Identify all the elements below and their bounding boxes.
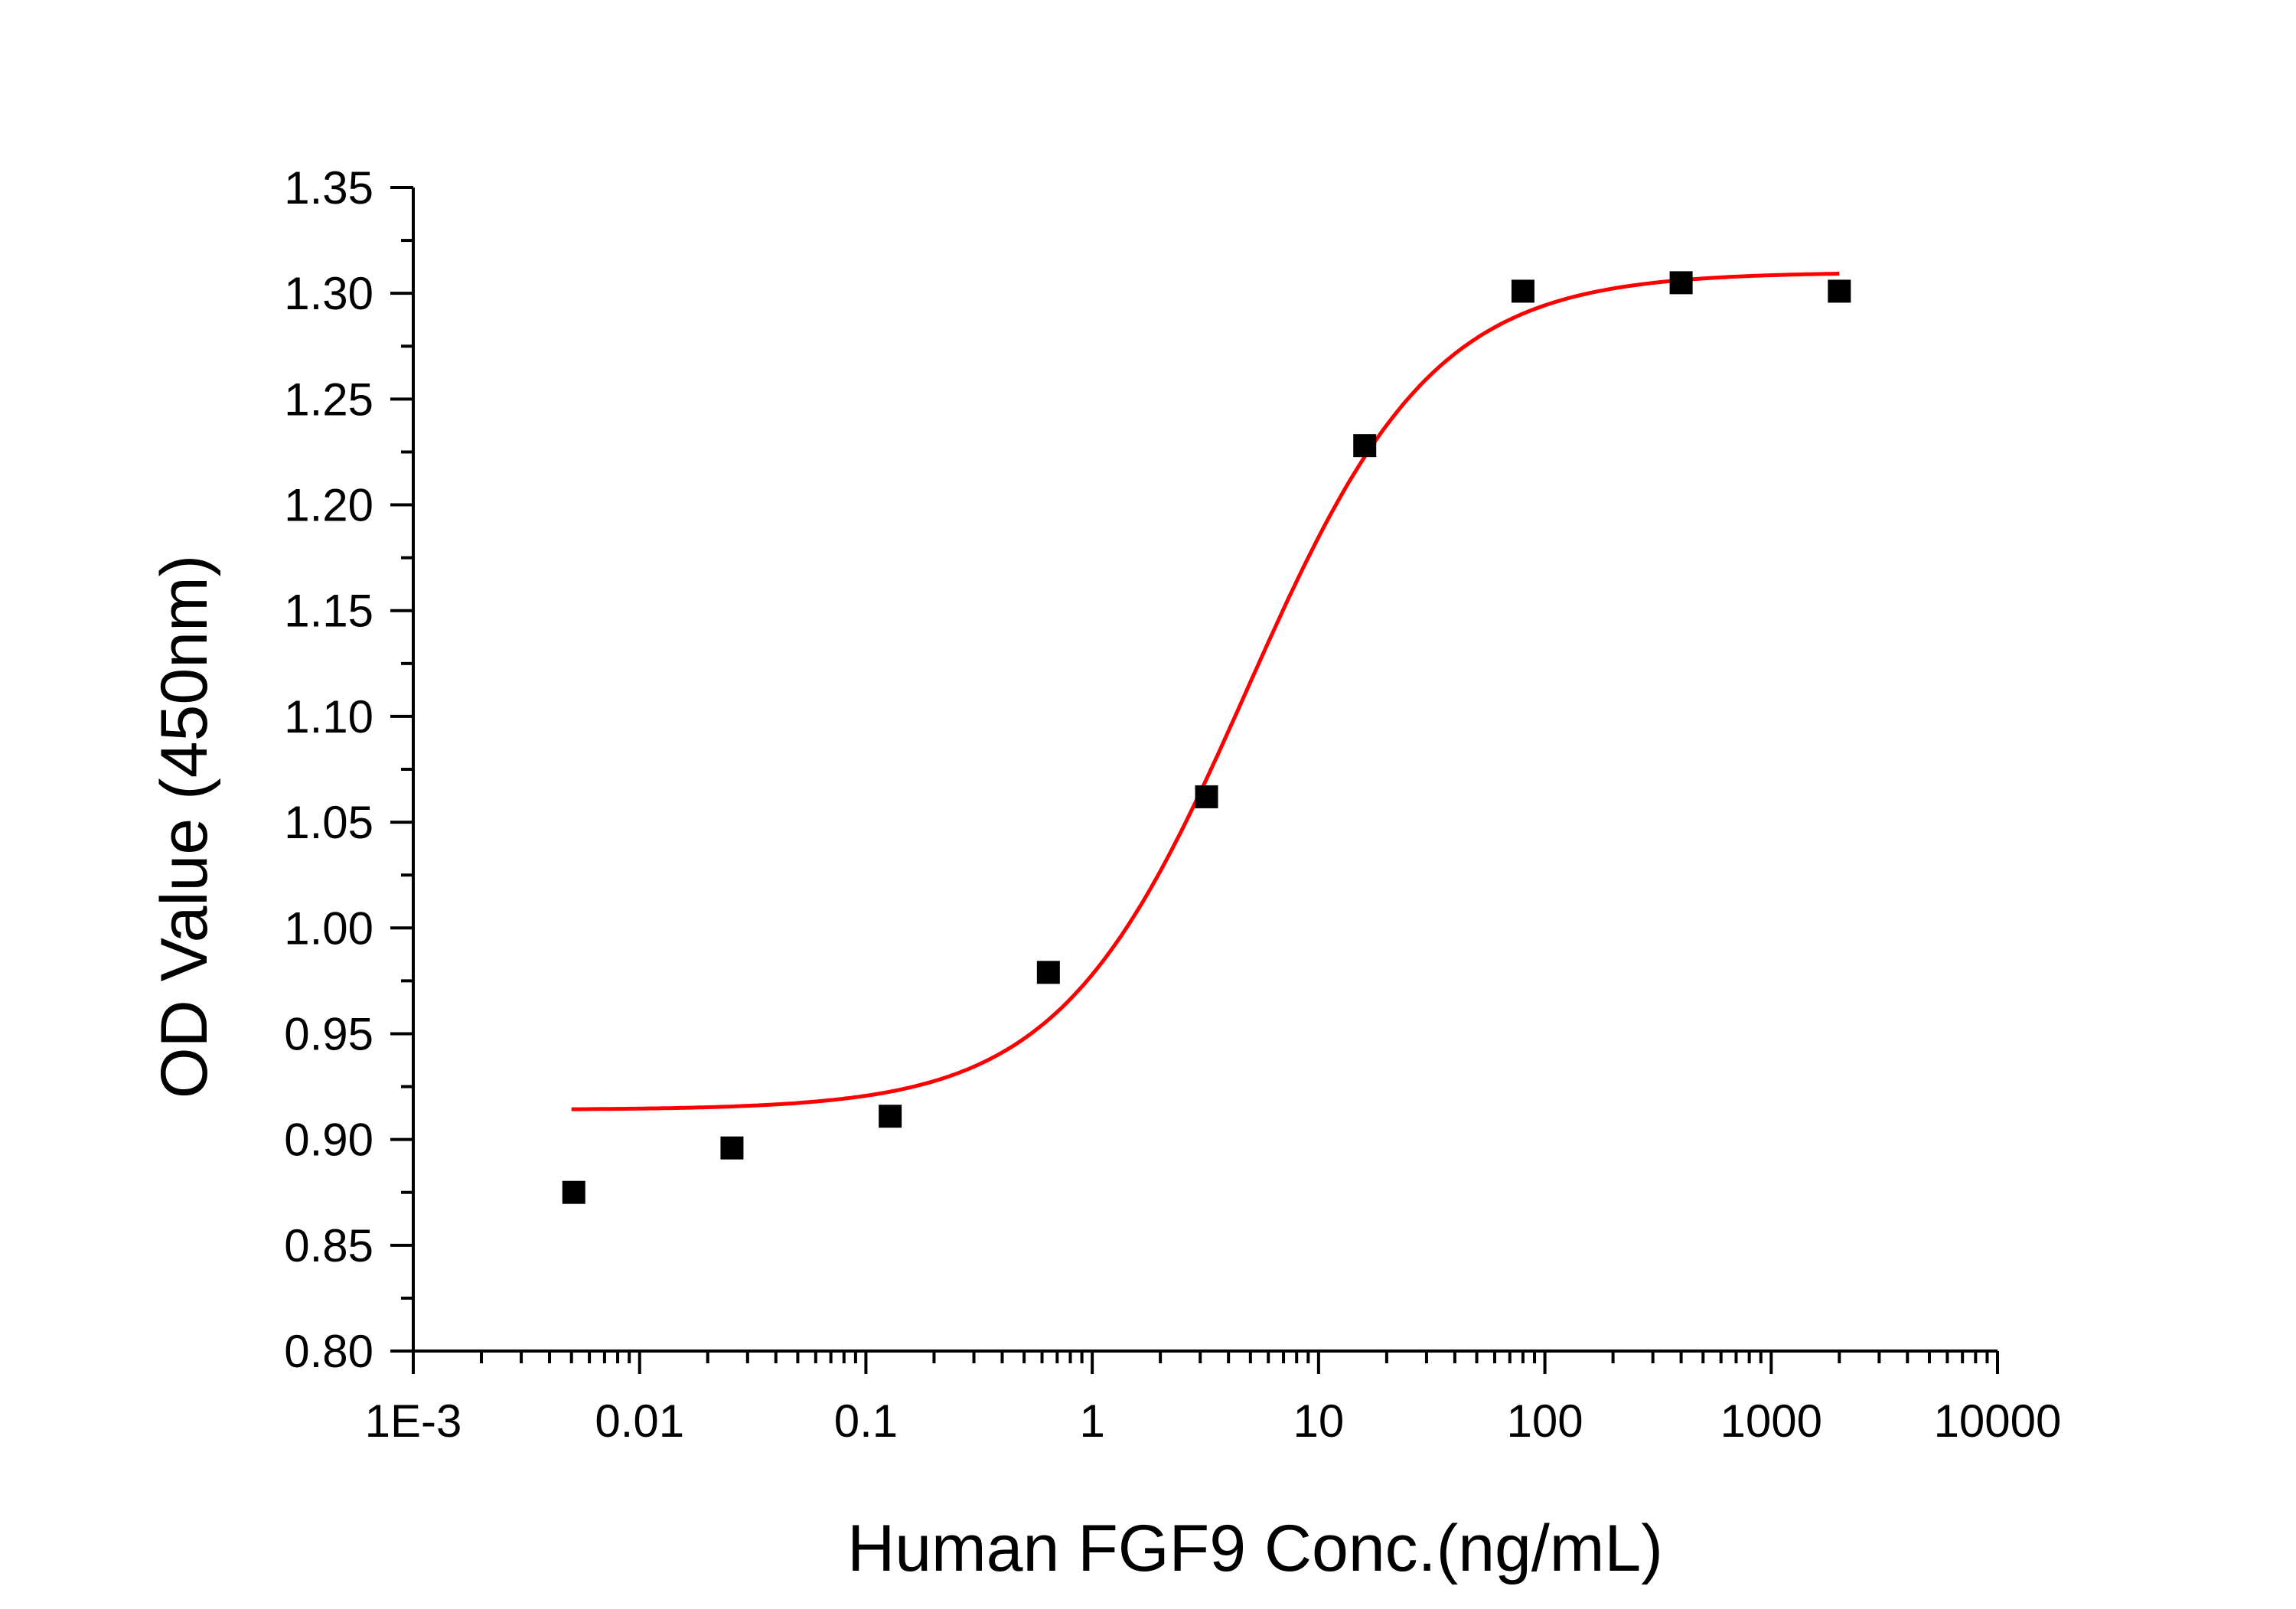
y-axis-title: OD Value (450nm): [148, 555, 221, 1099]
fit-curve: [571, 272, 1840, 1111]
x-tick-label: 10000: [1934, 1395, 2062, 1447]
data-point: [1036, 961, 1060, 984]
data-point: [1511, 279, 1534, 303]
x-tick-label: 0.1: [834, 1395, 898, 1447]
y-tick-label: 1.15: [284, 586, 373, 637]
data-point: [879, 1105, 902, 1128]
x-tick-label: 10: [1293, 1395, 1344, 1447]
y-tick-label: 1.20: [284, 480, 373, 531]
y-tick-label: 0.90: [284, 1115, 373, 1166]
y-tick-label: 1.25: [284, 374, 373, 425]
x-tick-label: 1000: [1720, 1395, 1822, 1447]
data-point: [1828, 279, 1851, 303]
data-point: [1669, 271, 1693, 295]
y-tick-label: 1.00: [284, 902, 373, 954]
y-tick-label: 1.10: [284, 691, 373, 742]
x-tick-label: 0.01: [595, 1395, 684, 1447]
y-tick-label: 1.35: [284, 162, 373, 214]
y-tick-label: 1.05: [284, 797, 373, 848]
x-tick-label: 1: [1079, 1395, 1104, 1447]
y-tick-label: 0.85: [284, 1220, 373, 1271]
fit-curve-layer: [571, 272, 1840, 1111]
y-tick-label: 0.80: [284, 1326, 373, 1377]
axes: [412, 188, 1998, 1353]
data-point: [562, 1180, 585, 1204]
y-tick-label: 1.30: [284, 268, 373, 319]
x-tick-label: 100: [1507, 1395, 1583, 1447]
x-axis-title: Human FGF9 Conc.(ng/mL): [847, 1512, 1663, 1585]
data-point: [720, 1136, 744, 1160]
ticks: 0.80 0.85 0.90 0.95 1.00 1.05 1.10 1.15 1.20 1.25…: [284, 162, 2061, 1447]
x-tick-label: 1E-3: [365, 1395, 462, 1447]
data-point: [1195, 785, 1218, 808]
data-points-layer: [562, 271, 1851, 1204]
y-tick-label: 0.95: [284, 1008, 373, 1059]
data-point: [1353, 434, 1377, 458]
